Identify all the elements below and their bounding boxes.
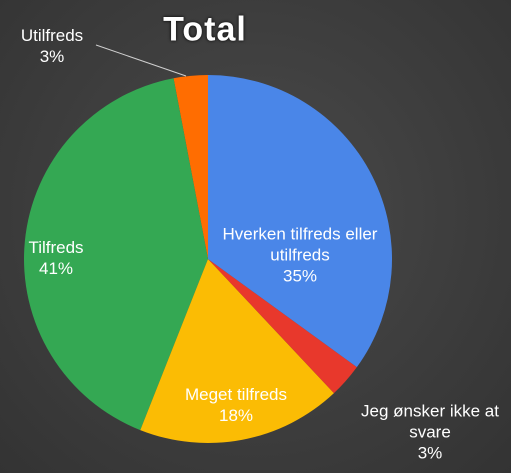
slice-name: Hverken tilfreds eller utilfreds bbox=[222, 224, 378, 265]
slice-value: 3% bbox=[417, 443, 443, 463]
leader-line bbox=[95, 44, 187, 77]
slice-name: Meget tilfreds bbox=[184, 385, 288, 404]
slice-name: Tilfreds bbox=[28, 238, 84, 257]
pie-slice bbox=[23, 78, 208, 431]
slice-label: Hverken tilfreds eller utilfreds 35% bbox=[215, 224, 385, 287]
pie-slice bbox=[208, 75, 393, 368]
slice-value: 35% bbox=[282, 266, 318, 286]
pie-slice bbox=[173, 75, 208, 259]
pie-slice bbox=[140, 259, 334, 444]
slice-label: Tilfreds 41% bbox=[11, 237, 101, 279]
slice-name: Utilfreds bbox=[20, 26, 84, 45]
chart-title: Total bbox=[163, 10, 247, 49]
slice-label: Meget tilfreds 18% bbox=[151, 384, 321, 426]
pie-slice bbox=[208, 259, 357, 394]
slice-value: 18% bbox=[218, 406, 254, 425]
slice-name: Jeg ønsker ikke at svare bbox=[361, 401, 499, 442]
slice-value: 41% bbox=[38, 259, 74, 278]
slice-label: Utilfreds 3% bbox=[2, 25, 102, 67]
slice-label: Jeg ønsker ikke at svare 3% bbox=[350, 401, 510, 464]
slice-value: 3% bbox=[39, 47, 65, 66]
